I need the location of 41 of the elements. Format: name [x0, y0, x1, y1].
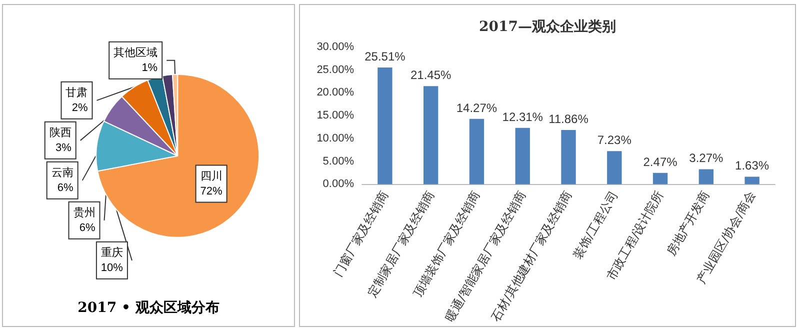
bar — [561, 130, 576, 184]
data-label: 6% — [57, 182, 74, 194]
y-tick-label: 10.00% — [316, 132, 354, 144]
data-label: 3.27% — [689, 151, 724, 166]
text: 2017 • 观众区域分布 — [78, 300, 220, 316]
bar — [469, 118, 484, 184]
data-label: 2% — [72, 102, 88, 114]
bar — [423, 86, 438, 184]
slice-label: 其他区域 — [114, 46, 158, 59]
slice-label: 贵州 — [73, 206, 96, 219]
bar — [744, 176, 760, 184]
data-label: 10% — [100, 262, 124, 274]
data-label: 72% — [200, 185, 223, 198]
data-label: 11.86% — [548, 112, 589, 126]
bar — [378, 68, 392, 184]
slice-label: 甘肃 — [66, 86, 88, 99]
slice-label: 云南 — [51, 166, 74, 179]
chart-title: 2017—观众企业类别 — [479, 19, 616, 35]
y-tick-label: 15.00% — [316, 110, 354, 122]
data-label: 3% — [55, 142, 72, 154]
slice-label: 四川 — [200, 169, 222, 182]
y-tick-label: 30.00% — [316, 41, 354, 53]
slice-label: 重庆 — [100, 246, 123, 259]
bar — [652, 172, 668, 184]
y-tick-label: 0.00% — [322, 178, 354, 190]
data-label: 14.27% — [456, 100, 498, 115]
data-label: 7.23% — [597, 133, 632, 148]
data-label: 6% — [79, 222, 96, 234]
data-label: 25.51% — [364, 50, 406, 64]
data-label: 21.45% — [410, 68, 452, 82]
bar — [698, 169, 714, 184]
data-label: 1% — [142, 62, 158, 74]
data-label: 2.47% — [643, 154, 678, 169]
y-tick-label: 5.00% — [322, 155, 354, 168]
data-label: 12.31% — [502, 110, 544, 124]
bar — [607, 151, 622, 184]
y-tick-label: 20.00% — [316, 86, 354, 99]
y-tick-label: 25.00% — [316, 64, 354, 76]
slice-label: 陕西 — [49, 126, 72, 139]
bar — [515, 128, 530, 184]
data-label: 1.63% — [735, 158, 770, 173]
